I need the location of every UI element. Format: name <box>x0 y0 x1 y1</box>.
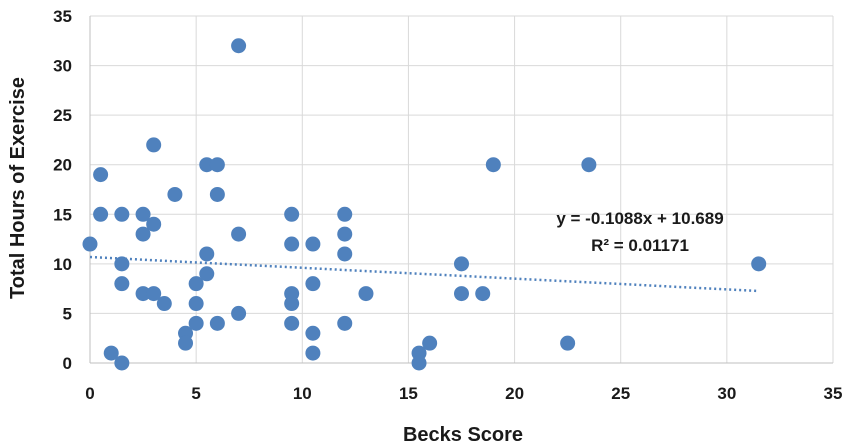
data-point <box>188 276 204 292</box>
data-point <box>114 206 130 222</box>
data-point <box>454 286 469 302</box>
y-axis-title: Total Hours of Exercise <box>7 77 29 299</box>
data-point <box>146 216 162 232</box>
data-point <box>209 186 225 202</box>
data-point <box>475 286 491 302</box>
x-tick-label: 10 <box>293 384 312 403</box>
x-tick-label: 0 <box>85 384 94 403</box>
data-point <box>93 167 109 183</box>
data-point <box>199 157 215 173</box>
data-point <box>167 186 183 202</box>
x-tick-label: 30 <box>717 384 736 403</box>
data-point <box>146 137 162 153</box>
data-point <box>114 276 130 292</box>
y-tick-label: 5 <box>63 304 72 323</box>
data-point <box>82 236 98 252</box>
data-point <box>135 286 151 302</box>
data-point <box>284 315 300 331</box>
data-point <box>103 345 119 361</box>
y-tick-label: 15 <box>53 205 72 224</box>
data-point <box>114 355 130 371</box>
data-point <box>135 206 151 222</box>
gridlines <box>90 15 834 363</box>
y-tick-label: 0 <box>63 354 72 373</box>
data-point <box>114 256 130 272</box>
data-point <box>411 355 427 371</box>
data-point <box>751 256 767 272</box>
data-point <box>337 246 353 262</box>
y-tick-label: 10 <box>53 255 72 274</box>
data-point <box>581 157 597 173</box>
x-tick-label: 35 <box>824 384 843 403</box>
data-point <box>422 335 438 351</box>
data-point <box>284 206 300 222</box>
data-point <box>178 335 194 351</box>
y-tick-label: 25 <box>53 106 72 125</box>
data-point <box>188 296 204 312</box>
data-point <box>209 315 225 331</box>
data-point <box>231 38 247 54</box>
data-point <box>337 206 353 222</box>
y-tick-label: 20 <box>53 156 72 175</box>
x-tick-label: 25 <box>611 384 630 403</box>
axes <box>89 16 833 364</box>
data-points <box>82 38 767 371</box>
data-point <box>209 157 225 173</box>
trendline-group <box>89 255 759 293</box>
data-point <box>156 296 172 312</box>
data-point <box>146 286 162 302</box>
x-axis-title: Becks Score <box>403 424 523 446</box>
data-point <box>199 266 215 282</box>
trendline-equation: y = -0.1088x + 10.689 <box>556 209 723 228</box>
tick-labels: 0 5 10 15 20 25 30 35 0 5 10 15 20 25 30 35 <box>53 7 842 403</box>
data-point <box>305 236 321 252</box>
data-point <box>485 157 501 173</box>
data-point <box>231 226 247 242</box>
data-point <box>337 315 353 331</box>
x-tick-label: 20 <box>505 384 524 403</box>
trendline <box>89 255 759 293</box>
data-point <box>188 315 204 331</box>
x-tick-label: 5 <box>191 384 200 403</box>
data-point <box>231 305 247 321</box>
trendline-r2: R² = 0.01171 <box>591 236 689 255</box>
data-point <box>284 236 300 252</box>
data-point <box>199 246 215 262</box>
data-point <box>93 206 109 222</box>
data-point <box>284 296 300 312</box>
data-point <box>135 226 151 242</box>
x-tick-label: 15 <box>399 384 418 403</box>
data-point <box>358 286 374 302</box>
data-point <box>305 276 321 292</box>
y-tick-label: 30 <box>53 57 72 76</box>
y-tick-label: 35 <box>53 7 72 26</box>
data-point <box>337 226 353 242</box>
data-point <box>454 256 469 272</box>
data-point <box>560 335 576 351</box>
data-point <box>305 345 321 361</box>
data-point <box>305 325 321 341</box>
